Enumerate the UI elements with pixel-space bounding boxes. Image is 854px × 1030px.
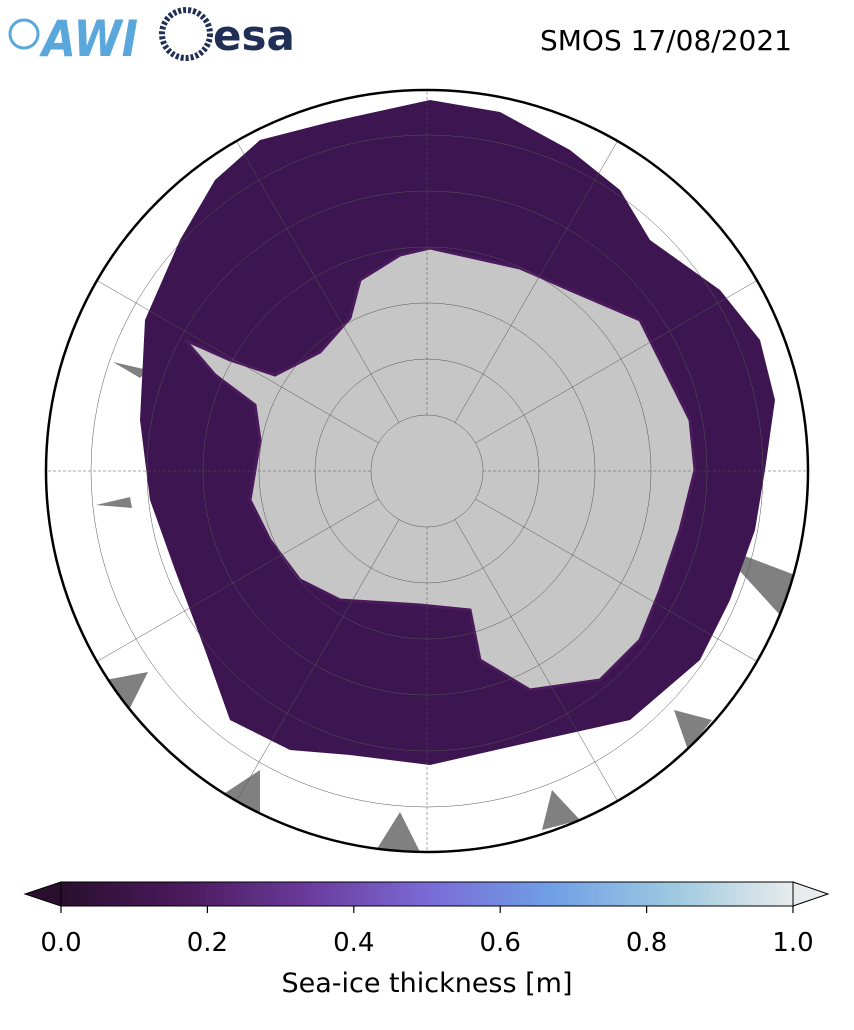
awi-logo-text: AWI xyxy=(39,10,138,68)
graticule xyxy=(46,90,808,852)
esa-logo: esa xyxy=(159,7,295,61)
meridian xyxy=(226,124,400,423)
colorbar-tick-label: 0.6 xyxy=(480,928,521,958)
colorbar-tick-label: 0.4 xyxy=(333,928,374,958)
meridian xyxy=(454,124,628,423)
meridian xyxy=(475,270,774,444)
antarctica xyxy=(183,246,697,692)
map-frame xyxy=(44,88,810,854)
awi-logo: AWI xyxy=(8,10,138,68)
colorbar-tick-label: 0.2 xyxy=(187,928,228,958)
title: SMOS 17/08/2021 xyxy=(540,24,792,57)
colorbar-label: Sea-ice thickness [m] xyxy=(281,968,572,999)
esa-logo-text: esa xyxy=(213,11,295,60)
colorbar-tick-label: 1.0 xyxy=(772,928,813,958)
meridian xyxy=(454,519,628,818)
parallel xyxy=(146,190,708,752)
meridian xyxy=(475,498,774,672)
colorbar-gradient xyxy=(60,881,794,907)
colorbar-tick-label: 0.0 xyxy=(40,928,81,958)
colorbar: 0.0 0.2 0.4 0.6 0.8 1.0 xyxy=(23,881,830,958)
colorbar-tick-label: 0.8 xyxy=(626,928,667,958)
meridian xyxy=(80,498,379,672)
meridian xyxy=(226,519,400,818)
map xyxy=(46,90,808,852)
meridian xyxy=(80,270,379,444)
